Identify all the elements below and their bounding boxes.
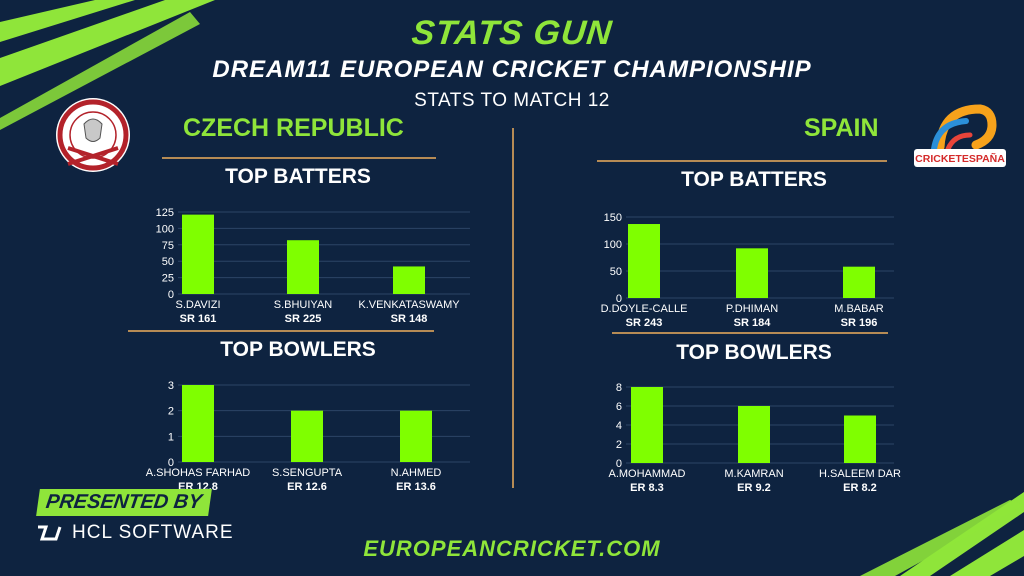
cricket-espana-logo-text: CRICKETESPAÑA [915, 152, 1005, 165]
y-tick-label: 50 [162, 256, 174, 268]
page-title: DREAM11 EUROPEAN CRICKET CHAMPIONSHIP [212, 56, 812, 83]
y-tick-label: 6 [616, 401, 622, 413]
spain-batters-title: TOP BATTERS [681, 168, 827, 191]
x-category-label: K.VENKATASWAMY [358, 299, 460, 311]
y-tick-label: 3 [168, 380, 174, 392]
stat-sublabel: ER 13.6 [396, 481, 436, 493]
divider-czech-top [162, 157, 436, 159]
y-tick-label: 2 [168, 406, 174, 418]
x-category-label: A.MOHAMMAD [609, 468, 686, 480]
x-category-label: M.KAMRAN [724, 468, 783, 480]
bar [631, 387, 663, 463]
bar [400, 410, 432, 462]
stat-sublabel: SR 184 [734, 317, 772, 329]
y-tick-label: 150 [604, 212, 622, 224]
czech-cricket-crest-logo [56, 98, 130, 172]
brand-title: STATS GUN [409, 14, 615, 52]
stat-sublabel: ER 9.2 [737, 482, 771, 494]
divider-czech-middle [128, 330, 434, 332]
hcl-logo-icon [38, 525, 62, 541]
x-category-label: P.DHIMAN [726, 303, 778, 315]
spain-batters-chart: 0 50 100 150 D.DOYLE-CALLE SR 243 P.DHIMAN SR 1… [601, 212, 894, 329]
y-tick-label: 50 [610, 266, 622, 278]
team-name-spain: SPAIN [804, 114, 879, 142]
sponsor-name: HCL SOFTWARE [72, 522, 234, 543]
bar [182, 214, 214, 294]
y-tick-label: 1 [168, 431, 174, 443]
stat-sublabel: SR 161 [180, 313, 217, 325]
stat-sublabel: SR 196 [841, 317, 878, 329]
y-tick-label: 4 [616, 420, 622, 432]
bar [738, 406, 770, 463]
sponsor-logo: HCL SOFTWARE [36, 522, 234, 544]
x-category-label: S.DAVIZI [175, 299, 220, 311]
bar [843, 266, 875, 298]
spain-bowlers-title: TOP BOWLERS [676, 341, 832, 364]
bar [393, 266, 425, 294]
y-tick-label: 0 [168, 289, 174, 301]
y-tick-label: 100 [604, 239, 622, 251]
x-category-label: S.SENGUPTA [272, 467, 343, 479]
team-name-czech-republic: CZECH REPUBLIC [183, 114, 404, 142]
x-category-label: N.AHMED [391, 467, 442, 479]
stat-sublabel: ER 8.2 [843, 482, 877, 494]
y-tick-label: 0 [168, 457, 174, 469]
y-tick-label: 8 [616, 382, 622, 394]
divider-spain-middle [612, 332, 888, 334]
presented-by-badge: PRESENTED BY [36, 489, 212, 516]
x-category-label: D.DOYLE-CALLE [601, 303, 688, 315]
x-category-label: S.BHUIYAN [274, 299, 333, 311]
y-tick-label: 100 [156, 223, 174, 235]
bar [287, 240, 319, 294]
bar [736, 248, 768, 298]
czech-batters-title: TOP BATTERS [225, 165, 371, 188]
cricket-espana-logo: CRICKETESPAÑA [914, 103, 1006, 173]
spain-bowlers-chart: 0 2 4 6 8 A.MOHAMMAD ER 8.3 M.KAMRAN ER 9.2 H.SAL… [609, 382, 902, 494]
stat-sublabel: SR 148 [391, 313, 428, 325]
y-tick-label: 2 [616, 439, 622, 451]
y-tick-label: 75 [162, 240, 174, 252]
page-subtitle: STATS TO MATCH 12 [414, 90, 610, 111]
stat-sublabel: ER 12.6 [287, 481, 327, 493]
bar [844, 415, 876, 463]
stat-sublabel: SR 225 [285, 313, 322, 325]
cricket-espana-emblem-icon: CRICKETESPAÑA [914, 104, 1006, 167]
bar [628, 224, 660, 298]
divider-spain-top [597, 160, 887, 162]
y-tick-label: 0 [616, 293, 622, 305]
y-tick-label: 0 [616, 458, 622, 470]
x-category-label: A.SHOHAS FARHAD [146, 467, 251, 479]
stat-sublabel: SR 243 [626, 317, 663, 329]
y-tick-label: 25 [162, 273, 174, 285]
x-category-label: H.SALEEM DAR [819, 468, 901, 480]
stat-sublabel: ER 8.3 [630, 482, 664, 494]
bar [182, 385, 214, 462]
y-tick-label: 125 [156, 207, 174, 219]
x-category-label: M.BABAR [834, 303, 884, 315]
bar [291, 410, 323, 462]
czech-bowlers-title: TOP BOWLERS [220, 338, 376, 361]
czech-batters-chart: 0 25 50 75 100 125 S.DAVIZI SR 161 S.BHUIYAN SR 2… [156, 207, 470, 325]
website-link[interactable]: EUROPEANCRICKET.COM [363, 536, 661, 561]
